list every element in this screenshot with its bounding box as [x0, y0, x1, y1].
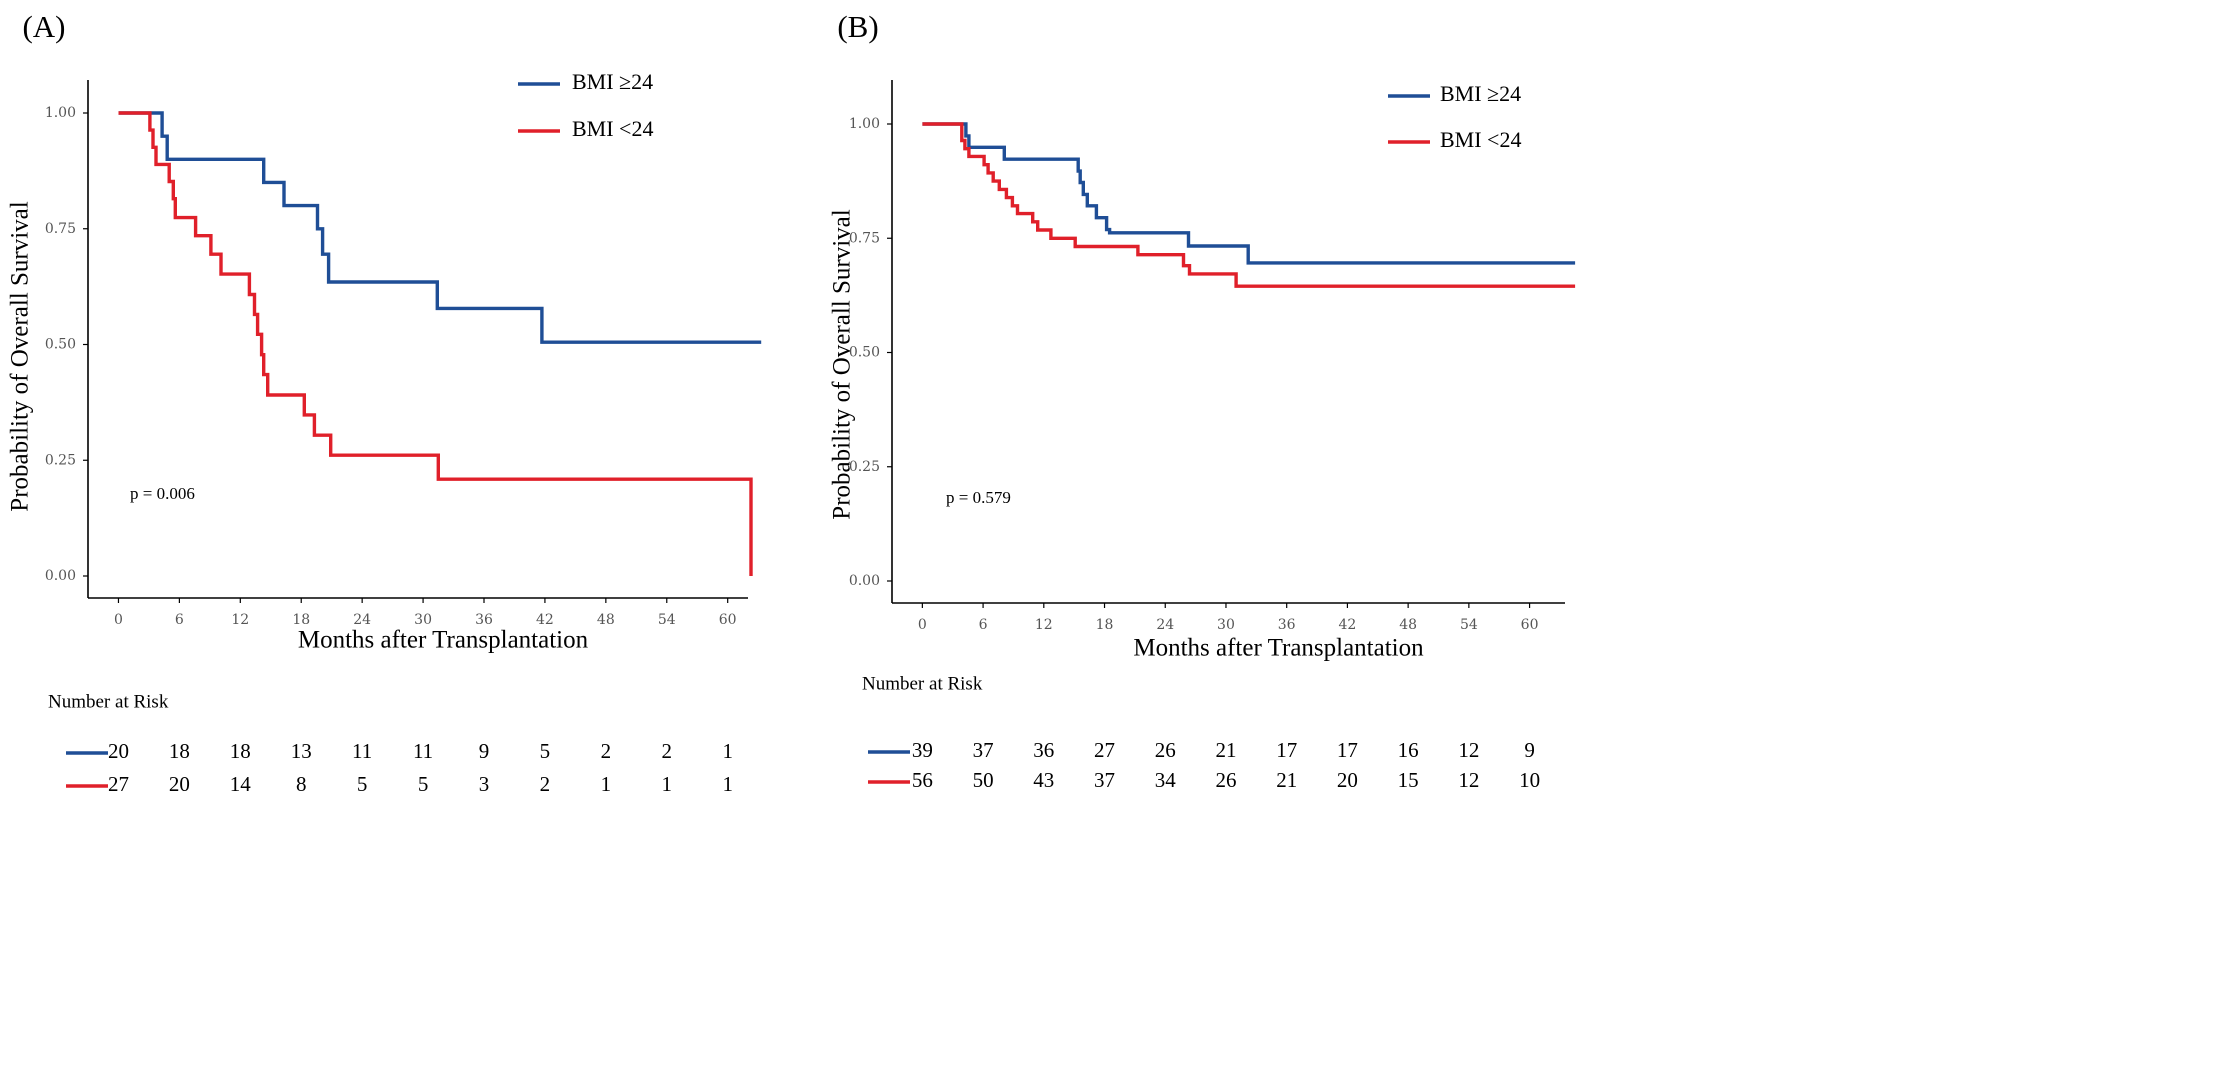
x-tick-label: 18: [1096, 617, 1114, 633]
x-axis-title: Months after Transplantation: [298, 627, 589, 654]
x-tick-label: 0: [114, 612, 123, 628]
risk-count: 26: [1155, 738, 1176, 762]
risk-count: 27: [108, 772, 129, 796]
y-tick-label: 0.50: [45, 337, 76, 353]
p-value-annotation: p = 0.579: [946, 488, 1011, 507]
risk-count: 9: [479, 739, 490, 763]
risk-count: 17: [1337, 738, 1358, 762]
risk-count: 20: [169, 772, 190, 796]
risk-count: 17: [1276, 738, 1297, 762]
y-tick-label: 0.75: [849, 230, 880, 246]
risk-count: 26: [1215, 768, 1236, 792]
x-axis-title: Months after Transplantation: [1133, 635, 1424, 662]
risk-count: 34: [1155, 768, 1177, 792]
risk-count: 2: [540, 772, 551, 796]
panel-b: (B) 0.00 0.25 0.50 0.75 1.00 0 6 12 18 24 30 36 42 48 5…: [829, 9, 1576, 792]
risk-count: 21: [1215, 738, 1236, 762]
x-tick-label: 54: [658, 612, 676, 628]
risk-count: 3: [479, 772, 490, 796]
y-tick-label: 0.00: [849, 573, 880, 589]
y-tick-label: 0.25: [849, 459, 880, 475]
risk-count: 2: [601, 739, 612, 763]
risk-count: 15: [1398, 768, 1419, 792]
x-tick-label: 24: [1156, 617, 1174, 633]
x-tick-label: 48: [1399, 617, 1417, 633]
x-tick-label: 36: [475, 612, 493, 628]
y-tick-label: 0.00: [45, 568, 76, 584]
legend-label: BMI ≥24: [572, 69, 653, 94]
x-tick-label: 12: [1035, 617, 1053, 633]
x-tick-label: 60: [1521, 617, 1539, 633]
risk-count: 12: [1458, 738, 1479, 762]
panel-label: (A): [22, 9, 65, 44]
risk-count: 16: [1398, 738, 1419, 762]
survival-curve-bmi-low: [922, 122, 1576, 288]
x-tick-label: 24: [353, 612, 371, 628]
risk-count: 1: [662, 772, 673, 796]
y-tick-label: 0.50: [849, 345, 880, 361]
risk-count: 1: [601, 772, 612, 796]
risk-count: 1: [722, 739, 733, 763]
panel-a: (A)0.000.250.500.751.000 6 12 18 24 30 36 42 48 5…: [7, 9, 762, 796]
risk-count: 8: [296, 772, 307, 796]
y-tick-label: 1.00: [45, 105, 76, 121]
y-tick-label: 0.25: [45, 452, 76, 468]
risk-count: 2: [662, 739, 673, 763]
risk-count: 10: [1519, 768, 1540, 792]
risk-count: 13: [291, 739, 312, 763]
x-tick-label: 54: [1460, 617, 1478, 633]
risk-count: 14: [230, 772, 252, 796]
risk-count: 27: [1094, 738, 1115, 762]
p-value-annotation: p = 0.006: [130, 484, 195, 503]
x-tick-label: 0: [918, 617, 927, 633]
risk-count: 43: [1033, 768, 1054, 792]
x-tick-label: 6: [979, 617, 988, 633]
risk-count: 11: [352, 739, 372, 763]
x-tick-label: 42: [536, 612, 554, 628]
risk-count: 12: [1458, 768, 1479, 792]
x-tick-label: 42: [1338, 617, 1356, 633]
risk-count: 37: [973, 738, 994, 762]
legend-label: BMI ≥24: [1440, 81, 1521, 106]
risk-count: 36: [1033, 738, 1054, 762]
x-tick-label: 36: [1278, 617, 1296, 633]
legend-label: BMI <24: [1440, 127, 1521, 152]
y-axis-title: Probability of Overall Survival: [7, 201, 34, 511]
y-tick-label: 0.75: [45, 221, 76, 237]
legend-label: BMI <24: [572, 116, 653, 141]
risk-count: 20: [108, 739, 129, 763]
risk-count: 18: [169, 739, 190, 763]
x-tick-label: 30: [1217, 617, 1235, 633]
risk-count: 5: [357, 772, 368, 796]
risk-count: 39: [912, 738, 933, 762]
x-tick-label: 60: [719, 612, 737, 628]
risk-count: 11: [413, 739, 433, 763]
survival-curve-bmi-high: [118, 111, 762, 344]
risk-count: 21: [1276, 768, 1297, 792]
risk-count: 20: [1337, 768, 1358, 792]
risk-count: 50: [973, 768, 994, 792]
y-tick-label: 1.00: [849, 116, 880, 132]
risk-table-title: Number at Risk: [48, 691, 169, 712]
x-tick-label: 12: [231, 612, 249, 628]
risk-count: 37: [1094, 768, 1115, 792]
risk-count: 1: [722, 772, 733, 796]
risk-count: 56: [912, 768, 933, 792]
survival-curve-bmi-low: [118, 111, 753, 576]
x-tick-label: 6: [175, 612, 184, 628]
x-tick-label: 48: [597, 612, 615, 628]
risk-count: 9: [1524, 738, 1535, 762]
x-tick-label: 30: [414, 612, 432, 628]
x-tick-label: 18: [292, 612, 310, 628]
risk-table-title: Number at Risk: [862, 673, 983, 694]
y-axis-title: Probability of Overall Survival: [829, 209, 856, 519]
risk-count: 5: [418, 772, 429, 796]
risk-count: 5: [540, 739, 551, 763]
risk-count: 18: [230, 739, 251, 763]
panel-label: (B): [837, 9, 878, 44]
